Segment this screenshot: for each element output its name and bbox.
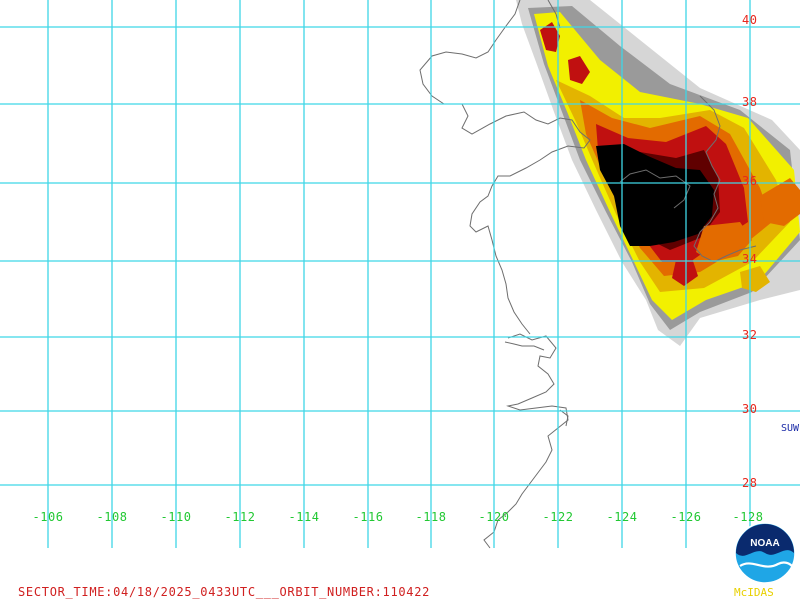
coastline-segment <box>619 169 691 209</box>
swath-orange-band <box>696 222 752 262</box>
coastline-segment <box>504 341 545 351</box>
latitude-label: 30 <box>742 402 758 416</box>
swath-red-fleck <box>672 258 698 286</box>
swath-red-fleck <box>568 56 590 84</box>
longitude-label: -118 <box>415 510 447 524</box>
coastline-segment <box>547 0 561 29</box>
latitude-label: 28 <box>742 476 758 490</box>
longitude-label: -114 <box>288 510 320 524</box>
latitude-label: 40 <box>742 13 758 27</box>
noaa-logo-text: NOAA <box>750 538 779 549</box>
longitude-label: -112 <box>224 510 256 524</box>
longitude-label: -116 <box>352 510 384 524</box>
longitude-label: -108 <box>96 510 128 524</box>
longitude-label: -126 <box>670 510 702 524</box>
longitude-label: -128 <box>732 510 764 524</box>
swath-gold-fleck <box>740 266 770 292</box>
coastline-segment <box>419 0 591 335</box>
latitude-label: 38 <box>742 95 758 109</box>
longitude-label: -122 <box>542 510 574 524</box>
longitude-label: -106 <box>32 510 64 524</box>
swath-black-core <box>596 144 714 246</box>
latitude-label: 36 <box>742 174 758 188</box>
longitude-label: -124 <box>606 510 638 524</box>
latitude-label: 32 <box>742 328 758 342</box>
coastline-segment <box>693 95 757 263</box>
coastline-segment <box>483 333 569 549</box>
side-label: SUW <box>781 423 800 434</box>
swath-orange-edge <box>760 178 800 226</box>
coastline-segment <box>559 409 569 427</box>
coastline-outline <box>419 0 757 549</box>
noaa-logo: NOAA <box>734 522 796 584</box>
mcidas-credit: McIDAS <box>734 586 774 599</box>
swath-red-fleck <box>540 22 560 52</box>
lat-lon-grid <box>0 0 800 548</box>
sector-time-footer: SECTOR_TIME:04/18/2025_0433UTC___ORBIT_N… <box>18 585 431 599</box>
longitude-label: -120 <box>478 510 510 524</box>
latitude-label: 34 <box>742 252 758 266</box>
longitude-label: -110 <box>160 510 192 524</box>
satellite-swath-overlay <box>516 0 800 346</box>
